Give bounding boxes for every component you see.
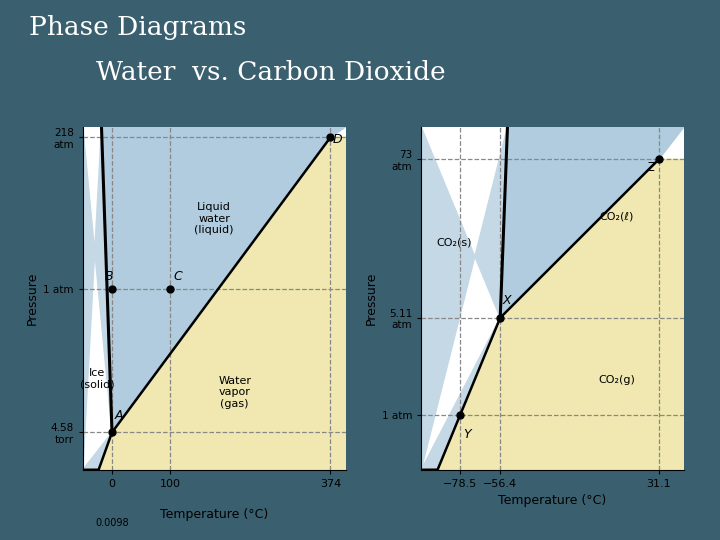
X-axis label: Temperature (°C): Temperature (°C): [498, 495, 607, 508]
Text: Water  vs. Carbon Dioxide: Water vs. Carbon Dioxide: [29, 60, 446, 85]
Text: Phase Diagrams: Phase Diagrams: [29, 15, 246, 39]
Text: B: B: [105, 270, 114, 283]
Text: Water
vapor
(gas): Water vapor (gas): [218, 376, 251, 409]
Text: Z: Z: [646, 161, 654, 174]
Text: C: C: [174, 270, 182, 283]
Polygon shape: [421, 127, 508, 470]
Text: X: X: [503, 294, 512, 307]
X-axis label: Temperature (°C): Temperature (°C): [160, 508, 269, 521]
Polygon shape: [500, 127, 684, 318]
Text: D: D: [333, 133, 343, 146]
Polygon shape: [83, 137, 346, 470]
Text: A: A: [114, 409, 123, 422]
Y-axis label: Pressure: Pressure: [364, 272, 377, 325]
Text: CO₂(ℓ): CO₂(ℓ): [600, 212, 634, 221]
Text: Liquid
water
(liquid): Liquid water (liquid): [194, 202, 234, 235]
Text: CO₂(g): CO₂(g): [598, 375, 635, 385]
Text: Y: Y: [463, 428, 470, 441]
Text: 0.0098: 0.0098: [95, 518, 129, 528]
Y-axis label: Pressure: Pressure: [26, 272, 39, 325]
Polygon shape: [83, 127, 112, 470]
Text: Ice
(solid): Ice (solid): [80, 368, 114, 390]
Polygon shape: [102, 127, 346, 433]
Text: CO₂(s): CO₂(s): [436, 238, 472, 248]
Polygon shape: [421, 159, 684, 470]
